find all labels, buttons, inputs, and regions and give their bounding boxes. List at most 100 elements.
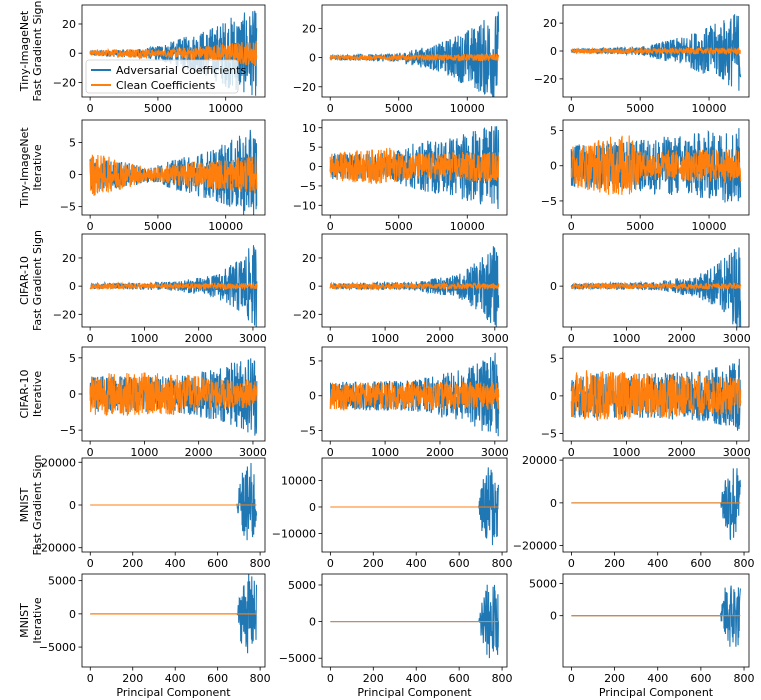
series-adversarial-r5-c0 bbox=[90, 574, 258, 654]
plot-area-r2-c2 bbox=[570, 247, 742, 327]
series-clean-r1-c0 bbox=[89, 154, 258, 196]
xtick-label-r3-c2-1: 1000 bbox=[612, 446, 640, 459]
row-1-ylabel-line2: Iterative bbox=[31, 144, 44, 190]
plot-area-r2-c1 bbox=[329, 246, 500, 327]
xtick-label-r5-c2-3: 600 bbox=[690, 672, 711, 685]
panel-r2-c2: 0 1000 2000 3000 0 bbox=[550, 233, 751, 345]
row-5-ylabel-line1: MNIST bbox=[18, 603, 31, 638]
ytick-label-r3-c2-0: −5 bbox=[541, 427, 557, 440]
xtick-label-r0-c0-2: 10000 bbox=[208, 102, 243, 115]
xtick-label-r5-c2-0: 0 bbox=[568, 672, 575, 685]
xtick-label-r2-c0-1: 1000 bbox=[130, 332, 158, 345]
plot-area-r0-c1 bbox=[329, 11, 500, 97]
panel-r0-c2: 0 5000 10000 −20 0 20 bbox=[534, 4, 750, 115]
ytick-label-r1-c0-1: 0 bbox=[69, 169, 76, 182]
ytick-label-r4-c1-0: −10000 bbox=[272, 527, 316, 540]
series-adversarial-r4-c1 bbox=[330, 467, 499, 546]
ytick-label-r3-c1-1: 0 bbox=[309, 390, 316, 403]
xtick-label-r0-c1-1: 5000 bbox=[385, 102, 413, 115]
frame-r1-c2 bbox=[562, 119, 750, 216]
row-4-ylabel-line1: MNIST bbox=[18, 487, 31, 522]
xlabel-c2: Principal Component bbox=[599, 686, 714, 699]
frame-r2-c1 bbox=[321, 233, 508, 328]
plot-area-r5-c1 bbox=[330, 584, 499, 659]
xtick-label-r4-c2-0: 0 bbox=[568, 557, 575, 570]
ytick-label-r4-c0-2: 20000 bbox=[41, 456, 76, 469]
xtick-label-r4-c0-1: 200 bbox=[122, 557, 143, 570]
xtick-label-r3-c1-1: 1000 bbox=[371, 446, 399, 459]
ytick-label-r1-c1-3: 5 bbox=[309, 141, 316, 154]
frame-r2-c0 bbox=[81, 233, 266, 328]
ytick-label-r1-c2-2: 5 bbox=[550, 125, 557, 138]
xtick-label-r1-c2-0: 0 bbox=[568, 220, 575, 233]
xtick-label-r0-c1-2: 10000 bbox=[450, 102, 485, 115]
frame-r5-c1 bbox=[321, 573, 508, 668]
plot-area-r5-c0 bbox=[90, 574, 258, 654]
xtick-label-r2-c1-3: 3000 bbox=[481, 332, 509, 345]
xtick-label-r2-c0-0: 0 bbox=[87, 332, 94, 345]
ytick-label-r5-c0-1: 0 bbox=[69, 608, 76, 621]
ytick-label-r2-c0-0: −20 bbox=[53, 308, 76, 321]
xlabel-c1: Principal Component bbox=[357, 686, 472, 699]
xtick-label-r3-c1-3: 3000 bbox=[481, 446, 509, 459]
xtick-label-r3-c0-0: 0 bbox=[87, 446, 94, 459]
ytick-label-r4-c1-2: 10000 bbox=[281, 475, 316, 488]
xtick-label-r4-c2-1: 200 bbox=[604, 557, 625, 570]
xtick-label-r0-c0-1: 5000 bbox=[144, 102, 172, 115]
ytick-label-r0-c1-2: 20 bbox=[302, 22, 316, 35]
xtick-label-r4-c1-3: 600 bbox=[449, 557, 470, 570]
xtick-label-r3-c1-2: 2000 bbox=[426, 446, 454, 459]
plot-area-r3-c2 bbox=[570, 358, 742, 431]
plot-area-r1-c0 bbox=[89, 129, 258, 215]
xtick-label-r5-c2-4: 800 bbox=[734, 672, 755, 685]
xtick-label-r2-c2-0: 0 bbox=[568, 332, 575, 345]
ytick-label-r4-c1-1: 0 bbox=[309, 501, 316, 514]
series-clean-r1-c2 bbox=[570, 135, 742, 195]
xtick-label-r4-c0-3: 600 bbox=[207, 557, 228, 570]
xtick-label-r4-c0-0: 0 bbox=[87, 557, 94, 570]
xtick-label-r1-c2-1: 5000 bbox=[626, 220, 654, 233]
xtick-label-r2-c2-1: 1000 bbox=[612, 332, 640, 345]
xtick-label-r2-c1-1: 1000 bbox=[371, 332, 399, 345]
ytick-label-r1-c0-0: −5 bbox=[60, 201, 76, 214]
ytick-label-r0-c1-0: −20 bbox=[293, 81, 316, 94]
xtick-label-r5-c1-2: 400 bbox=[406, 672, 427, 685]
ytick-label-r3-c2-1: 0 bbox=[550, 390, 557, 403]
xtick-label-r5-c0-3: 600 bbox=[207, 672, 228, 685]
xtick-label-r1-c1-1: 5000 bbox=[385, 220, 413, 233]
xtick-label-r4-c2-2: 400 bbox=[647, 557, 668, 570]
xtick-label-r1-c1-2: 10000 bbox=[450, 220, 485, 233]
panel-r1-c2: 0 5000 10000 −5 0 5 bbox=[541, 119, 750, 233]
series-clean-r2-c2 bbox=[570, 281, 742, 291]
series-clean-r3-c0 bbox=[89, 372, 258, 416]
ytick-label-r4-c2-0: −20000 bbox=[513, 540, 557, 553]
xtick-label-r4-c0-2: 400 bbox=[165, 557, 186, 570]
frame-r0-c0 bbox=[81, 4, 266, 98]
frame-r4-c2 bbox=[562, 457, 750, 553]
xlabel-c0: Principal Component bbox=[116, 686, 231, 699]
xtick-label-r5-c0-0: 0 bbox=[87, 672, 94, 685]
ytick-label-r5-c1-1: 0 bbox=[309, 616, 316, 629]
panel-r5-c2: 0 200 400 600 800 0 5000 bbox=[529, 573, 755, 685]
xtick-label-r3-c0-3: 3000 bbox=[239, 446, 267, 459]
row-2-ylabel-line2: Fast Gradient Sign bbox=[31, 230, 44, 331]
panel-r3-c1: 0 1000 2000 3000 −5 0 5 bbox=[300, 346, 509, 459]
xtick-label-r5-c1-0: 0 bbox=[327, 672, 334, 685]
xtick-label-r3-c2-3: 3000 bbox=[723, 446, 751, 459]
series-clean-r0-c1 bbox=[329, 52, 500, 63]
row-5-ylabel-line2: Iterative bbox=[31, 597, 44, 643]
ytick-label-r0-c2-1: 0 bbox=[550, 45, 557, 58]
frame-r5-c2 bbox=[562, 573, 750, 668]
xtick-label-r5-c1-4: 800 bbox=[492, 672, 513, 685]
series-adversarial-r0-c2 bbox=[570, 14, 742, 91]
xtick-label-r4-c1-0: 0 bbox=[327, 557, 334, 570]
ytick-label-r0-c0-0: −20 bbox=[53, 76, 76, 89]
plot-area-r3-c0 bbox=[89, 358, 258, 436]
xtick-label-r1-c1-0: 0 bbox=[327, 220, 334, 233]
frame-r1-c0 bbox=[81, 119, 266, 216]
panel-r2-c1: 0 1000 2000 3000 −20 0 20 bbox=[293, 233, 509, 345]
plot-area-r2-c0 bbox=[89, 245, 258, 327]
ytick-label-r4-c2-2: 20000 bbox=[522, 454, 557, 467]
plot-area-r0-c2 bbox=[570, 14, 742, 91]
ytick-label-r5-c2-0: 0 bbox=[550, 610, 557, 623]
